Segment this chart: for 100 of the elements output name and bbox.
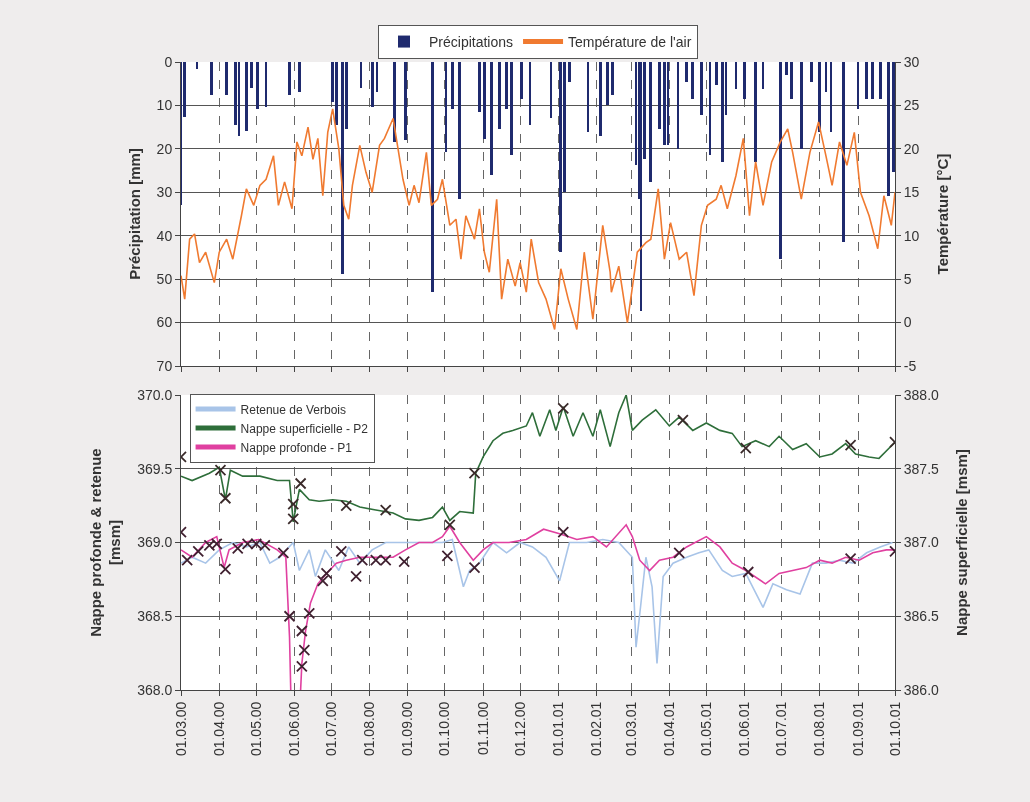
x-tick-label: 01.08.00 xyxy=(361,701,378,757)
bar xyxy=(611,62,614,96)
point xyxy=(350,570,363,583)
y2-tick-label: 388.0 xyxy=(903,386,940,403)
y2-axis-title: Température [°C] xyxy=(933,153,951,275)
bar xyxy=(505,62,508,109)
point xyxy=(192,545,205,558)
bar xyxy=(714,62,718,86)
bar xyxy=(341,62,344,274)
y2-tick-label: 15 xyxy=(903,184,920,201)
bar xyxy=(841,62,845,243)
point xyxy=(219,492,232,505)
x-tick-label: 01.10.00 xyxy=(436,701,453,757)
bar xyxy=(404,62,407,141)
x-tick-label: 01.03.00 xyxy=(172,701,189,757)
bar xyxy=(778,62,782,260)
bar xyxy=(754,62,758,162)
y-tick-label: 370.0 xyxy=(137,386,173,403)
bar xyxy=(288,62,291,96)
point xyxy=(303,607,316,620)
legend-label: Température de l'air xyxy=(568,34,692,51)
bar xyxy=(691,62,695,99)
x-tick-label: 01.05.00 xyxy=(247,701,264,757)
bar xyxy=(210,62,214,96)
bar xyxy=(598,62,602,136)
y-tick-label: 70 xyxy=(156,357,173,374)
bar xyxy=(490,62,494,175)
bar xyxy=(335,62,338,126)
bar xyxy=(497,62,501,129)
bar xyxy=(685,62,688,82)
x-tick-label: 01.03.01 xyxy=(622,701,639,757)
point xyxy=(557,526,570,539)
bar xyxy=(700,62,703,116)
bar xyxy=(663,62,666,146)
bar xyxy=(520,62,523,99)
point xyxy=(295,625,308,637)
bar xyxy=(799,62,803,149)
x-tick-label: 01.05.01 xyxy=(697,701,714,757)
bar xyxy=(818,62,822,133)
bar xyxy=(510,62,513,156)
x-tick-label: 01.06.01 xyxy=(736,701,753,757)
line-series xyxy=(181,108,895,331)
x-tick-label: 01.06.00 xyxy=(286,701,302,757)
point xyxy=(295,660,308,673)
legend-label: Nappe superficielle - P2 xyxy=(240,421,369,436)
y-tick-label: 50 xyxy=(156,271,173,288)
y2-tick-label: 25 xyxy=(903,97,920,114)
point xyxy=(398,555,411,568)
point xyxy=(298,644,311,657)
bar xyxy=(370,62,374,108)
y2-axis-title: Nappe superficielle [msm] xyxy=(953,449,971,636)
y2-tick-label: 20 xyxy=(903,140,920,157)
x-tick-label: 01.10.01 xyxy=(886,701,903,757)
point xyxy=(283,610,296,623)
point xyxy=(677,414,689,426)
point xyxy=(316,574,329,587)
point xyxy=(844,552,857,565)
bar xyxy=(431,62,434,293)
point xyxy=(320,567,333,580)
bar xyxy=(568,62,571,82)
point xyxy=(379,504,392,516)
bar xyxy=(871,62,875,99)
point xyxy=(441,549,454,562)
bar xyxy=(887,62,891,196)
y2-tick-label: -5 xyxy=(903,357,917,374)
point xyxy=(468,561,481,574)
legend-label: Retenue de Verbois xyxy=(240,402,346,417)
bar xyxy=(225,62,228,96)
y2-tick-label: 30 xyxy=(903,53,920,70)
bar xyxy=(483,62,486,139)
bar xyxy=(606,62,610,106)
y-tick-label: 40 xyxy=(156,227,173,244)
y-tick-label: 20 xyxy=(156,140,173,157)
y-tick-label: 368.0 xyxy=(137,681,173,698)
x-tick-label: 01.12.00 xyxy=(511,701,528,757)
bar xyxy=(245,62,248,131)
bar xyxy=(298,62,301,93)
y-tick-label: 369.0 xyxy=(137,534,173,551)
x-tick-label: 01.08.01 xyxy=(811,701,828,757)
point xyxy=(277,546,290,559)
point xyxy=(287,498,300,511)
point xyxy=(443,518,456,531)
x-tick-label: 01.02.01 xyxy=(588,701,605,757)
y2-tick-label: 386.5 xyxy=(903,608,940,625)
y-tick-label: 368.5 xyxy=(137,608,173,625)
y-tick-label: 30 xyxy=(156,184,173,201)
bar xyxy=(256,62,259,109)
legend-label: Précipitations xyxy=(429,34,514,51)
point xyxy=(742,566,755,578)
point xyxy=(340,499,353,512)
point xyxy=(231,542,244,555)
bar xyxy=(478,62,481,112)
y2-tick-label: 386.0 xyxy=(903,681,940,698)
x-tick-label: 01.09.01 xyxy=(849,701,866,757)
point xyxy=(214,464,227,477)
point xyxy=(219,563,232,575)
point xyxy=(673,546,686,559)
bar xyxy=(785,62,788,76)
y-tick-label: 60 xyxy=(156,314,173,331)
y-axis-title: Précipitation [mm] xyxy=(125,148,143,280)
